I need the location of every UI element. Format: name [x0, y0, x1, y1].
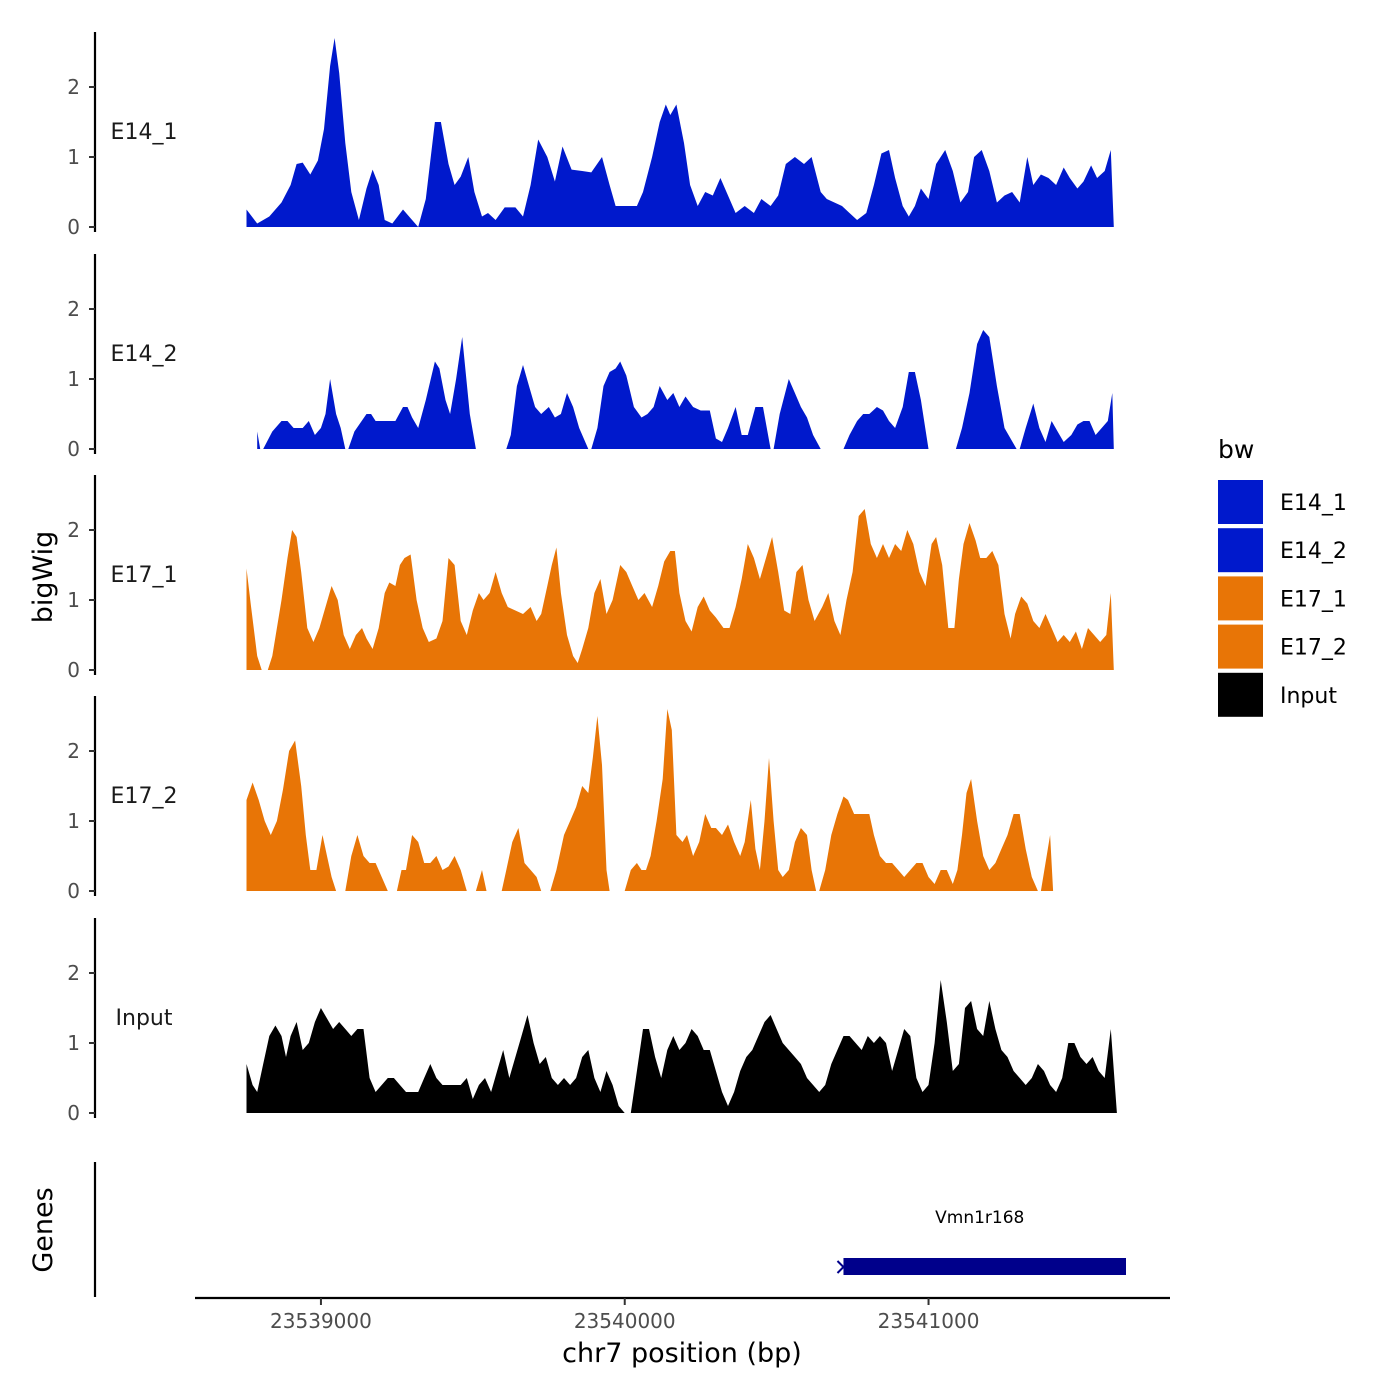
signal-area-e17-1 — [246, 509, 1114, 670]
legend-label: E14_1 — [1280, 491, 1347, 516]
y-tick-label: 1 — [67, 367, 80, 391]
track-e17-1: 0 1 2 E17_1 — [67, 475, 1114, 682]
y-tick-label: 2 — [67, 961, 80, 985]
signal-area-e17-2 — [246, 709, 1054, 891]
legend-label: E14_2 — [1280, 539, 1347, 564]
legend-item-e14-1: E14_1 — [1218, 480, 1347, 524]
y-tick-label: 0 — [67, 1101, 80, 1125]
legend-swatch — [1218, 672, 1263, 717]
y-tick-label: 0 — [67, 437, 80, 461]
legend-item-e17-1: E17_1 — [1218, 576, 1347, 621]
x-axis-title: chr7 position (bp) — [562, 1338, 802, 1369]
gene-track-title: Genes — [28, 1187, 59, 1272]
y-axis-title: bigWig — [28, 531, 59, 624]
track-e14-1: 0 1 2 E14_1 — [67, 32, 1114, 239]
y-tick-label: 2 — [67, 297, 80, 321]
legend-item-e17-2: E17_2 — [1218, 624, 1347, 669]
y-tick-label: 1 — [67, 809, 80, 833]
track-label: E14_1 — [111, 120, 178, 145]
track-label: E17_2 — [111, 784, 178, 809]
track-label: Input — [116, 1006, 173, 1031]
signal-area-e14-1 — [246, 38, 1114, 227]
legend-swatch — [1218, 576, 1263, 621]
gene-body — [843, 1258, 1126, 1275]
track-input: 0 1 2 Input — [67, 918, 1117, 1125]
y-tick-label: 0 — [67, 879, 80, 903]
legend-swatch — [1218, 480, 1263, 524]
legend-label: E17_2 — [1280, 636, 1347, 661]
track-e14-2: 0 1 2 E14_2 — [67, 254, 1114, 461]
legend-title: bw — [1218, 435, 1254, 464]
legend-swatch — [1218, 528, 1263, 573]
track-label: E17_1 — [111, 563, 178, 588]
legend-label: E17_1 — [1280, 587, 1347, 612]
legend-label: Input — [1280, 684, 1337, 709]
x-tick-label: 23541000 — [878, 1309, 980, 1333]
y-tick-label: 1 — [67, 588, 80, 612]
x-axis: 23539000 23540000 23541000 — [195, 1296, 1170, 1333]
y-tick-label: 0 — [67, 215, 80, 239]
y-tick-label: 0 — [67, 658, 80, 682]
legend-item-e14-2: E14_2 — [1218, 528, 1347, 573]
signal-area-e14-2 — [257, 330, 1114, 449]
legend-item-input: Input — [1218, 672, 1337, 717]
legend: bw E14_1 E14_2 E17_1 E17_2 Input — [1218, 435, 1347, 717]
y-tick-label: 2 — [67, 739, 80, 763]
legend-swatch — [1218, 624, 1263, 669]
strand-arrow-icon — [836, 1260, 845, 1274]
y-tick-label: 2 — [67, 518, 80, 542]
gene-vmn1r168: Vmn1r168 — [836, 1208, 1126, 1275]
track-e17-2: 0 1 2 E17_2 — [67, 696, 1054, 903]
y-tick-label: 1 — [67, 1031, 80, 1055]
x-tick-label: 23539000 — [270, 1309, 372, 1333]
signal-tracks: 0 1 2 E14_1 0 1 2 E14_2 0 1 2 E17_1 0 1 2 E17_2 0 1 2 Input — [67, 32, 1117, 1125]
signal-area-input — [246, 980, 1117, 1113]
gene-label: Vmn1r168 — [935, 1208, 1024, 1228]
track-label: E14_2 — [111, 342, 178, 367]
y-tick-label: 1 — [67, 145, 80, 169]
gene-track: Vmn1r168 — [93, 1162, 1126, 1297]
y-tick-label: 2 — [67, 75, 80, 99]
x-tick-label: 23540000 — [574, 1309, 676, 1333]
